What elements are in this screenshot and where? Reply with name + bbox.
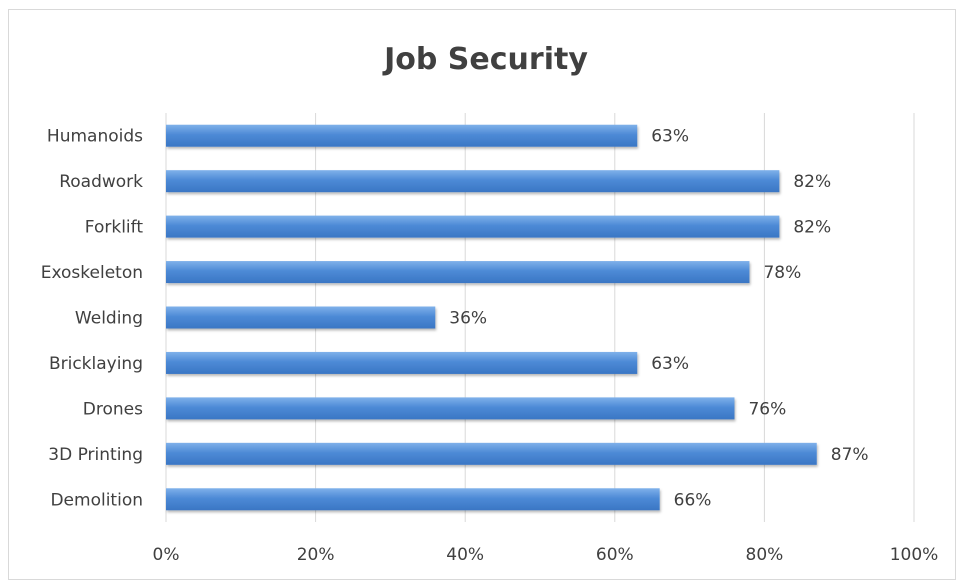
data-label: 82%	[793, 218, 831, 238]
bar	[166, 215, 780, 238]
x-tick-label: 0%	[153, 545, 180, 565]
x-tick-label: 40%	[446, 545, 484, 565]
x-axis-tick-labels: 0% 20% 40% 60% 80% 100%	[153, 545, 939, 565]
data-label: 63%	[651, 354, 689, 374]
data-label: 76%	[748, 399, 786, 419]
data-label: 63%	[651, 127, 689, 147]
bar	[166, 351, 638, 374]
bar	[166, 124, 638, 147]
x-tick-label: 20%	[297, 545, 335, 565]
x-tick-label: 100%	[890, 545, 939, 565]
data-label: 78%	[763, 263, 801, 283]
category-label: Humanoids	[47, 127, 143, 147]
bar	[166, 261, 750, 284]
data-label: 36%	[449, 309, 487, 329]
category-label: Forklift	[85, 218, 144, 238]
data-label: 66%	[674, 490, 712, 510]
category-label: Drones	[83, 399, 143, 419]
category-label: 3D Printing	[48, 445, 143, 465]
data-label: 82%	[793, 172, 831, 192]
data-labels: 63% 82% 82% 78% 36% 63% 76% 87% 66%	[449, 127, 868, 511]
category-label: Bricklaying	[49, 354, 143, 374]
chart-title: Job Security	[382, 42, 588, 77]
category-labels: Humanoids Roadwork Forklift Exoskeleton Weld…	[41, 127, 144, 511]
category-label: Welding	[75, 309, 143, 329]
bars	[166, 124, 817, 511]
x-tick-label: 80%	[746, 545, 784, 565]
bar	[166, 488, 660, 511]
bar	[166, 397, 735, 420]
category-label: Roadwork	[59, 172, 143, 192]
category-label: Demolition	[50, 490, 143, 510]
bar	[166, 170, 780, 193]
data-label: 87%	[831, 445, 869, 465]
bar	[166, 442, 817, 465]
bar	[166, 306, 436, 329]
category-label: Exoskeleton	[41, 263, 143, 283]
x-tick-label: 60%	[596, 545, 634, 565]
